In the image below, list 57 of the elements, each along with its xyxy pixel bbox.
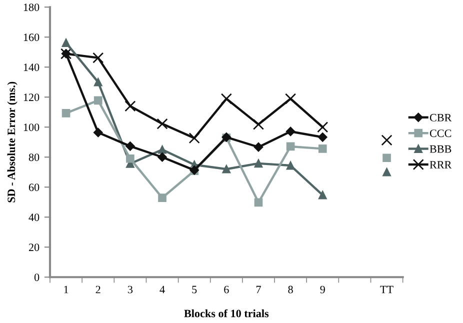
point	[254, 142, 264, 152]
legend-label: RRR	[430, 161, 452, 168]
point	[188, 132, 200, 144]
legend-label: CBR	[430, 114, 452, 122]
y-tick-label: 180	[24, 4, 40, 12]
point	[286, 161, 295, 170]
point	[62, 109, 70, 118]
point	[94, 96, 102, 105]
x-tick-label: 5	[192, 286, 197, 294]
point	[126, 142, 135, 151]
point	[286, 126, 296, 136]
point	[158, 194, 166, 202]
point	[381, 134, 392, 146]
x-tick-label: 6	[224, 286, 229, 294]
point	[252, 118, 264, 130]
y-tick-label: 160	[24, 34, 40, 42]
point	[317, 122, 328, 133]
x-tick-label: 2	[96, 286, 100, 294]
x-tick-label: 3	[128, 286, 133, 294]
point	[124, 100, 136, 112]
point	[286, 142, 295, 151]
y-axis-title: SD - Absolute Error (ms.)	[7, 82, 18, 202]
x-tick-label: 1	[64, 286, 68, 294]
y-tick-label: 80	[28, 154, 40, 162]
point	[126, 154, 134, 163]
y-tick-label: 40	[28, 214, 40, 222]
point	[62, 38, 70, 47]
point	[93, 128, 103, 138]
legend-label: CCC	[430, 130, 452, 138]
y-tick-label: 20	[28, 244, 40, 252]
point	[285, 93, 296, 104]
point	[94, 78, 102, 86]
point	[158, 145, 166, 154]
y-tick-label: 120	[24, 94, 40, 102]
y-tick-label: 140	[24, 64, 40, 72]
point	[254, 159, 263, 168]
legend-label: BBB	[430, 145, 452, 153]
x-tick-label: 8	[288, 286, 293, 294]
x-tick-label: 4	[160, 286, 165, 294]
point	[382, 154, 391, 162]
x-tick-label: TT	[380, 286, 394, 294]
x-axis-title: Blocks of 10 trials	[184, 309, 269, 318]
point	[318, 132, 328, 142]
point	[92, 52, 104, 64]
point	[156, 118, 168, 130]
point	[222, 164, 231, 174]
point	[382, 168, 391, 176]
point	[318, 144, 327, 153]
x-tick-label: 9	[320, 286, 325, 294]
y-tick-label: 100	[24, 124, 40, 132]
point	[220, 93, 232, 104]
point	[254, 198, 263, 207]
point	[158, 152, 167, 162]
y-tick-label: 0	[34, 274, 40, 282]
y-tick-label: 60	[28, 184, 40, 192]
x-tick-label: 7	[256, 286, 261, 294]
point	[318, 190, 327, 200]
